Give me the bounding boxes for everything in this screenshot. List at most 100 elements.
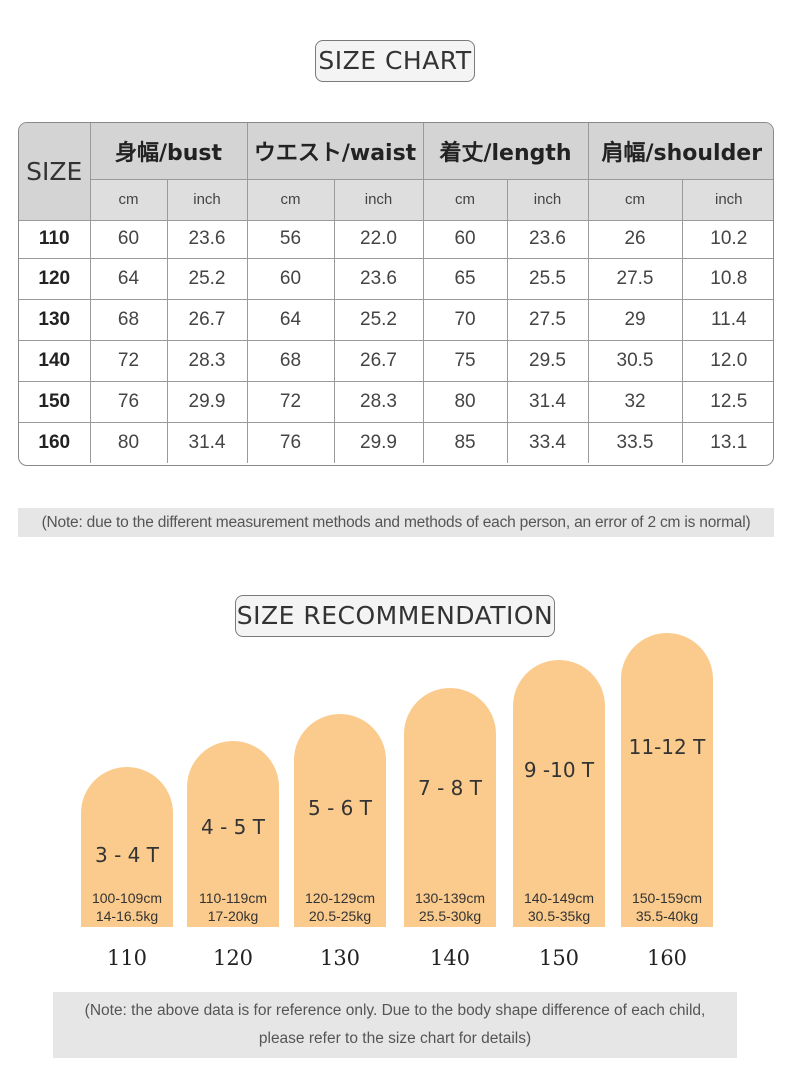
value-cell: 80 (89, 421, 168, 463)
size-pill: 3 - 4 T 100-109cm 14-16.5kg (81, 767, 173, 927)
height-range: 110-119cm (199, 890, 267, 906)
height-range: 100-109cm (91, 890, 163, 906)
value-cell: 65 (422, 257, 508, 300)
reference-note: (Note: the above data is for reference o… (53, 992, 737, 1058)
value-cell: 60 (246, 257, 335, 300)
value-cell: 68 (89, 298, 168, 341)
size-pill: 4 - 5 T 110-119cm 17-20kg (187, 741, 279, 927)
size-label: 160 (646, 946, 688, 970)
value-cell: 23.6 (166, 220, 248, 259)
size-chart-table: SIZE 身幅/bust ウエスト/waist 着丈/length 肩幅/sho… (18, 122, 774, 466)
size-pill: 5 - 6 T 120-129cm 20.5-25kg (294, 714, 386, 927)
age-range: 9 -10 T (523, 758, 595, 782)
height-weight: 140-149cm 30.5-35kg (507, 889, 611, 925)
value-cell: 11.4 (681, 298, 773, 341)
table-row: 160 80 31.4 76 29.9 85 33.4 33.5 13.1 (19, 421, 773, 463)
height-weight: 130-139cm 25.5-30kg (398, 889, 502, 925)
unit-header: cm (422, 178, 508, 221)
table-row: 140 72 28.3 68 26.7 75 29.5 30.5 12.0 (19, 339, 773, 382)
value-cell: 26 (587, 220, 683, 259)
value-cell: 33.4 (506, 421, 589, 463)
table-row: 110 60 23.6 56 22.0 60 23.6 26 10.2 (19, 220, 773, 259)
height-range: 120-129cm (304, 890, 376, 906)
unit-header: cm (587, 178, 683, 221)
age-range: 4 - 5 T (201, 815, 265, 839)
value-cell: 60 (422, 220, 508, 259)
value-cell: 60 (89, 220, 168, 259)
value-cell: 56 (246, 220, 335, 259)
reference-note-line1: (Note: the above data is for reference o… (84, 1002, 706, 1019)
unit-header: cm (90, 178, 168, 221)
value-cell: 68 (246, 339, 335, 382)
value-cell: 29 (587, 298, 683, 341)
value-cell: 10.2 (681, 220, 773, 259)
size-chart-title: SIZE CHART (315, 40, 475, 82)
table-row: 130 68 26.7 64 25.2 70 27.5 29 11.4 (19, 298, 773, 341)
measurement-note: (Note: due to the different measurement … (18, 508, 774, 537)
value-cell: 29.9 (166, 380, 248, 423)
value-cell: 80 (422, 380, 508, 423)
size-cell: 130 (19, 298, 91, 341)
reference-note-line2: please refer to the size chart for detai… (258, 1030, 532, 1047)
bust-header: 身幅/bust (89, 123, 248, 180)
table-row: 150 76 29.9 72 28.3 80 31.4 32 12.5 (19, 380, 773, 423)
size-label: 110 (106, 946, 148, 970)
shoulder-header: 肩幅/shoulder (587, 123, 773, 180)
weight-range: 17-20kg (207, 908, 259, 924)
age-range: 7 - 8 T (418, 776, 482, 800)
waist-header: ウエスト/waist (246, 123, 424, 180)
value-cell: 26.7 (166, 298, 248, 341)
height-weight: 100-109cm 14-16.5kg (75, 889, 179, 925)
length-header: 着丈/length (422, 123, 589, 180)
value-cell: 72 (246, 380, 335, 423)
unit-header: inch (681, 178, 773, 221)
age-range: 11-12 T (628, 735, 706, 759)
value-cell: 10.8 (681, 257, 773, 300)
value-cell: 29.5 (506, 339, 589, 382)
size-column-header: SIZE (19, 123, 91, 221)
value-cell: 30.5 (587, 339, 683, 382)
value-cell: 12.0 (681, 339, 773, 382)
value-cell: 76 (246, 421, 335, 463)
value-cell: 76 (89, 380, 168, 423)
value-cell: 64 (246, 298, 335, 341)
weight-range: 14-16.5kg (95, 908, 159, 924)
value-cell: 33.5 (587, 421, 683, 463)
value-cell: 25.2 (166, 257, 248, 300)
unit-header: inch (506, 178, 589, 221)
value-cell: 75 (422, 339, 508, 382)
height-range: 140-149cm (523, 890, 595, 906)
size-label: 150 (538, 946, 580, 970)
weight-range: 25.5-30kg (418, 908, 482, 924)
value-cell: 32 (587, 380, 683, 423)
age-range: 3 - 4 T (95, 843, 159, 867)
height-range: 130-139cm (414, 890, 486, 906)
size-recommendation-title: SIZE RECOMMENDATION (235, 595, 555, 637)
height-weight: 110-119cm 17-20kg (181, 889, 285, 925)
size-pill: 11-12 T 150-159cm 35.5-40kg (621, 633, 713, 927)
value-cell: 70 (422, 298, 508, 341)
value-cell: 28.3 (333, 380, 424, 423)
size-cell: 120 (19, 257, 91, 300)
unit-header: inch (333, 178, 424, 221)
value-cell: 29.9 (333, 421, 424, 463)
value-cell: 13.1 (681, 421, 773, 463)
value-cell: 64 (89, 257, 168, 300)
unit-header: cm (246, 178, 335, 221)
size-cell: 110 (19, 220, 91, 259)
size-cell: 150 (19, 380, 91, 423)
weight-range: 20.5-25kg (308, 908, 372, 924)
size-cell: 160 (19, 421, 91, 463)
size-label: 130 (319, 946, 361, 970)
value-cell: 22.0 (333, 220, 424, 259)
height-weight: 120-129cm 20.5-25kg (288, 889, 392, 925)
value-cell: 31.4 (166, 421, 248, 463)
age-range: 5 - 6 T (308, 796, 372, 820)
value-cell: 27.5 (587, 257, 683, 300)
size-label: 120 (212, 946, 254, 970)
value-cell: 85 (422, 421, 508, 463)
weight-range: 30.5-35kg (527, 908, 591, 924)
value-cell: 72 (89, 339, 168, 382)
height-weight: 150-159cm 35.5-40kg (615, 889, 719, 925)
unit-header: inch (166, 178, 248, 221)
